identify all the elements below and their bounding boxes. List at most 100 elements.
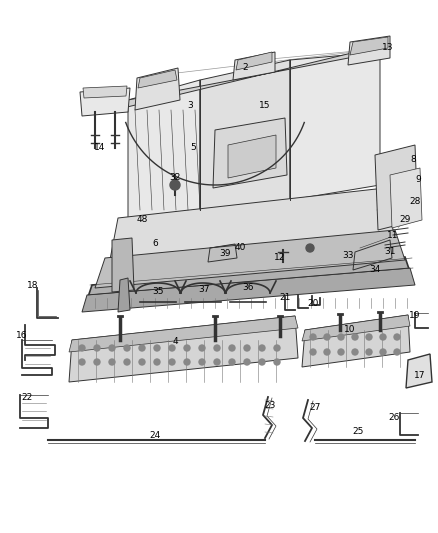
Circle shape xyxy=(324,334,330,340)
Polygon shape xyxy=(302,315,410,367)
Circle shape xyxy=(170,180,180,190)
Polygon shape xyxy=(83,86,127,98)
Polygon shape xyxy=(138,70,177,88)
Circle shape xyxy=(169,345,175,351)
Text: 18: 18 xyxy=(27,280,39,289)
Circle shape xyxy=(109,359,115,365)
Polygon shape xyxy=(375,145,418,230)
Text: 15: 15 xyxy=(259,101,271,109)
Polygon shape xyxy=(118,278,130,312)
Circle shape xyxy=(184,359,190,365)
Circle shape xyxy=(274,345,280,351)
Circle shape xyxy=(394,334,400,340)
Text: 4: 4 xyxy=(172,337,178,346)
Polygon shape xyxy=(112,238,134,292)
Text: 31: 31 xyxy=(384,247,396,256)
Circle shape xyxy=(139,359,145,365)
Text: 6: 6 xyxy=(152,238,158,247)
Polygon shape xyxy=(233,52,275,80)
Polygon shape xyxy=(228,135,276,178)
Circle shape xyxy=(338,334,344,340)
Text: 37: 37 xyxy=(198,286,210,295)
Circle shape xyxy=(306,244,314,252)
Text: 16: 16 xyxy=(16,330,28,340)
Circle shape xyxy=(94,359,100,365)
Polygon shape xyxy=(105,240,398,278)
Polygon shape xyxy=(348,36,390,65)
Text: 27: 27 xyxy=(309,403,321,413)
Polygon shape xyxy=(82,268,415,312)
Circle shape xyxy=(380,334,386,340)
Text: 48: 48 xyxy=(136,215,148,224)
Circle shape xyxy=(274,359,280,365)
Text: 24: 24 xyxy=(149,431,161,440)
Circle shape xyxy=(124,345,130,351)
Circle shape xyxy=(139,345,145,351)
Text: 40: 40 xyxy=(234,244,246,253)
Text: 19: 19 xyxy=(409,311,421,319)
Text: 9: 9 xyxy=(415,175,421,184)
Text: 33: 33 xyxy=(342,251,354,260)
Circle shape xyxy=(324,349,330,355)
Polygon shape xyxy=(128,80,200,230)
Circle shape xyxy=(154,359,160,365)
Text: 39: 39 xyxy=(219,248,231,257)
Polygon shape xyxy=(213,118,287,188)
Circle shape xyxy=(154,345,160,351)
Polygon shape xyxy=(87,257,410,300)
Circle shape xyxy=(229,345,235,351)
Circle shape xyxy=(394,349,400,355)
Circle shape xyxy=(199,345,205,351)
Polygon shape xyxy=(350,37,388,55)
Polygon shape xyxy=(390,168,422,228)
Polygon shape xyxy=(302,315,410,341)
Text: 26: 26 xyxy=(389,414,400,423)
Circle shape xyxy=(124,359,130,365)
Text: 17: 17 xyxy=(414,370,426,379)
Polygon shape xyxy=(69,316,298,352)
Polygon shape xyxy=(95,230,405,288)
Polygon shape xyxy=(123,45,385,108)
Circle shape xyxy=(366,334,372,340)
Text: 11: 11 xyxy=(387,230,399,239)
Text: 35: 35 xyxy=(152,287,164,296)
Text: 29: 29 xyxy=(399,215,411,224)
Circle shape xyxy=(169,359,175,365)
Circle shape xyxy=(229,359,235,365)
Polygon shape xyxy=(406,354,432,388)
Text: 3: 3 xyxy=(187,101,193,109)
Polygon shape xyxy=(200,60,290,210)
Polygon shape xyxy=(69,316,298,382)
Text: 28: 28 xyxy=(410,198,420,206)
Polygon shape xyxy=(236,52,272,70)
Text: 10: 10 xyxy=(344,326,356,335)
Circle shape xyxy=(352,349,358,355)
Circle shape xyxy=(199,359,205,365)
Circle shape xyxy=(79,359,85,365)
Circle shape xyxy=(244,359,250,365)
Circle shape xyxy=(310,349,316,355)
Text: 14: 14 xyxy=(94,143,106,152)
Circle shape xyxy=(259,345,265,351)
Text: 8: 8 xyxy=(410,156,416,165)
Text: 5: 5 xyxy=(190,143,196,152)
Circle shape xyxy=(184,345,190,351)
Circle shape xyxy=(244,345,250,351)
Circle shape xyxy=(380,349,386,355)
Circle shape xyxy=(366,349,372,355)
Circle shape xyxy=(259,359,265,365)
Text: 25: 25 xyxy=(352,427,364,437)
Text: 13: 13 xyxy=(382,44,394,52)
Polygon shape xyxy=(290,52,380,200)
Circle shape xyxy=(310,334,316,340)
Text: 12: 12 xyxy=(274,254,286,262)
Polygon shape xyxy=(108,188,395,270)
Circle shape xyxy=(109,345,115,351)
Polygon shape xyxy=(80,88,130,116)
Circle shape xyxy=(214,345,220,351)
Circle shape xyxy=(338,349,344,355)
Text: 22: 22 xyxy=(21,393,32,402)
Text: 32: 32 xyxy=(170,174,181,182)
Text: 21: 21 xyxy=(279,294,291,303)
Text: 2: 2 xyxy=(242,63,248,72)
